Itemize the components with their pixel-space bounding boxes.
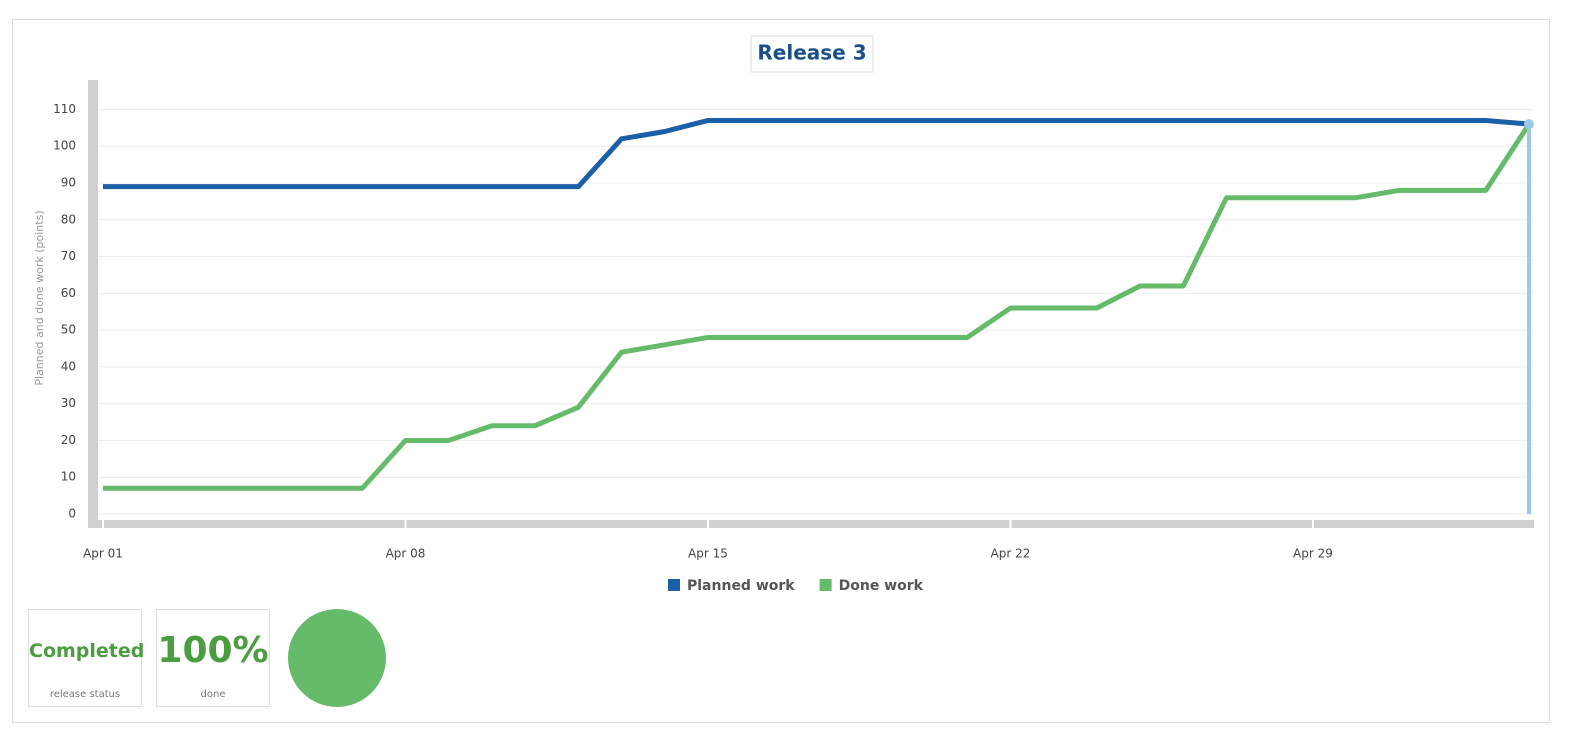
done: 100%: [157, 630, 269, 671]
legend-swatch: [668, 579, 680, 591]
y-tick-label: 70: [61, 249, 76, 263]
legend-label: Planned work: [687, 578, 795, 594]
y-tick-label: 50: [61, 323, 76, 337]
y-axis-bar: [88, 80, 98, 528]
status-tile: Completed release status: [28, 609, 145, 707]
title-box: [750, 35, 874, 73]
chart-title: Release 3: [757, 41, 866, 65]
legend-label: Done work: [839, 578, 924, 594]
y-tick-label: 20: [61, 433, 76, 447]
series-line: [103, 122, 1532, 491]
series-line: [103, 117, 1530, 190]
y-tick-label: 30: [61, 396, 76, 410]
x-tick-label: Apr 22: [991, 547, 1031, 561]
y-axis-title: Planned and done work (points): [33, 210, 46, 385]
y-tick-label: 110: [53, 102, 76, 116]
x-axis-bar: [88, 520, 1534, 528]
done-label: done: [200, 689, 226, 700]
x-tick-label: Apr 29: [1293, 547, 1333, 561]
cursor-dot: [1524, 119, 1534, 130]
chart: Release 3 Planned and done work (points)…: [33, 35, 1534, 594]
status-label: release status: [49, 689, 121, 700]
y-tick-label: 60: [61, 286, 76, 300]
x-tick-label: Apr 08: [386, 547, 426, 561]
x-tick-label: Apr 15: [688, 547, 728, 561]
x-tick-label: Apr 01: [83, 547, 123, 561]
frame: [12, 19, 1550, 723]
legend-swatch: [819, 579, 832, 591]
status: Completed: [29, 640, 145, 662]
y-tick-label: 10: [61, 470, 76, 484]
y-tick-label: 90: [61, 175, 76, 189]
progress-circle: [288, 609, 386, 707]
y-tick-label: 80: [61, 212, 76, 226]
y-tick-label: 40: [61, 359, 76, 373]
y-tick-label: 100: [53, 139, 76, 153]
done-tile: 100% done: [156, 609, 270, 707]
y-tick-label: 0: [68, 507, 76, 521]
